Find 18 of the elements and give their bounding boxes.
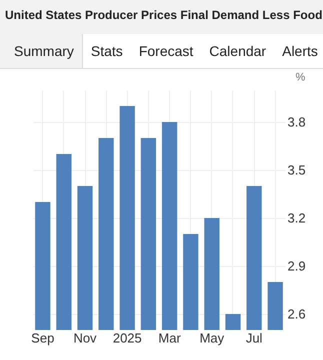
chart-title: United States Producer Prices Final Demand Less Food (0, 0, 323, 34)
text: Alerts (281, 42, 319, 61)
text: Forecast (138, 42, 194, 61)
text: Summary (0, 34, 83, 68)
text: Calendar (208, 42, 268, 61)
y-tick-label: 3.2 (288, 210, 306, 226)
x-tick-label: Mar (158, 330, 182, 346)
x-tick-label: Jul (246, 330, 263, 346)
x-tick-label: 2025 (112, 330, 142, 346)
y-axis-title: % (296, 72, 306, 84)
x-tick-label: May (200, 330, 225, 346)
y-tick-label: 2.6 (288, 306, 306, 322)
x-tick-label: Nov (73, 330, 98, 346)
text: Stats (90, 42, 124, 61)
y-tick-label: 3.5 (288, 162, 306, 178)
x-tick-label: Sep (31, 330, 54, 346)
y-tick-label: 2.9 (288, 258, 306, 274)
y-tick-label: 3.8 (288, 114, 306, 130)
